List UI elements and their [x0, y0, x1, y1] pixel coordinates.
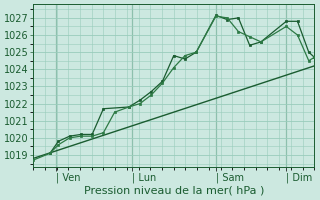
- X-axis label: Pression niveau de la mer( hPa ): Pression niveau de la mer( hPa ): [84, 186, 264, 196]
